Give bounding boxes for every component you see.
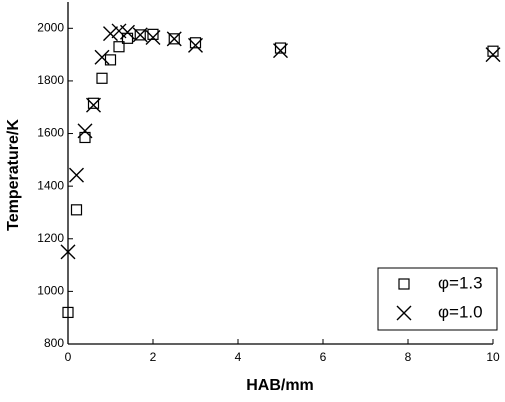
data-point [86, 97, 101, 113]
data-point [69, 167, 84, 183]
data-point [96, 72, 108, 84]
data-point [77, 123, 93, 139]
y-axis-title: Temperature/K [5, 119, 22, 231]
data-point [273, 43, 288, 59]
data-point [79, 131, 91, 144]
x-tick-label: 6 [320, 350, 327, 364]
data-point [147, 28, 159, 40]
data-point [132, 27, 148, 43]
x-tick-label: 4 [235, 350, 242, 364]
y-tick-label: 1200 [37, 231, 64, 245]
data-point [166, 31, 182, 47]
data-point [103, 26, 118, 42]
x-tick-label: 2 [150, 350, 157, 364]
data-point [487, 45, 499, 57]
data-point [134, 29, 146, 41]
data-point [94, 49, 110, 65]
data-point [60, 244, 76, 260]
data-point [120, 24, 135, 40]
data-point [104, 54, 117, 66]
x-tick-label: 8 [405, 350, 412, 364]
y-tick-label: 1600 [37, 126, 64, 140]
data-point [113, 41, 125, 53]
data-point [145, 30, 161, 46]
data-point [87, 97, 100, 109]
legend-marker [398, 278, 410, 290]
x-axis-title: HAB/mm [246, 377, 314, 394]
y-tick-label: 2000 [37, 20, 64, 34]
legend-marker [396, 305, 412, 321]
data-point [274, 42, 287, 54]
data-point [168, 33, 180, 45]
data-point [70, 204, 83, 216]
x-tick-label: 10 [486, 350, 500, 364]
data-point [189, 37, 202, 49]
y-tick-label: 1400 [37, 178, 64, 192]
data-point [62, 306, 74, 319]
x-tick-label: 0 [65, 350, 72, 364]
y-tick-label: 1000 [37, 284, 64, 298]
data-point [188, 37, 203, 53]
legend-label: φ=1.3 [438, 273, 483, 292]
y-tick-label: 800 [44, 336, 64, 350]
legend-label: φ=1.0 [438, 302, 483, 321]
data-point [121, 32, 134, 44]
data-point [485, 47, 501, 63]
y-tick-label: 1800 [37, 73, 64, 87]
